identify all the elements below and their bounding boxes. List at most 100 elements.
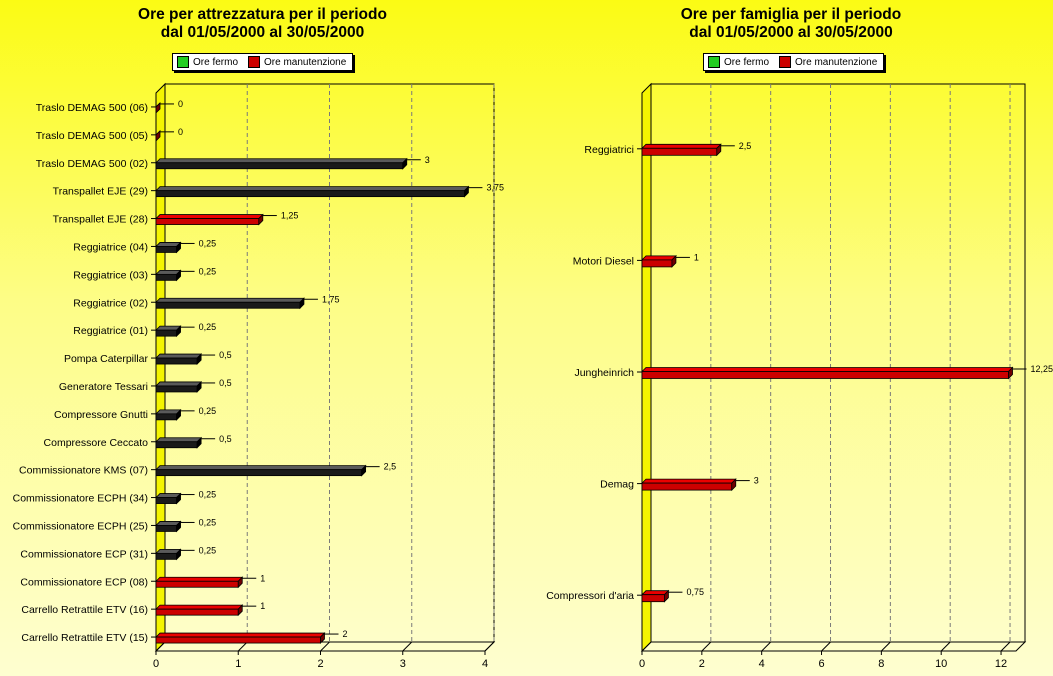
bar <box>155 385 198 393</box>
bar-end <box>176 548 181 561</box>
x-tick-label: 0 <box>153 658 159 670</box>
bar <box>641 594 665 603</box>
chart-ore-per-attrezzatura: Ore per attrezzatura per il periodo dal … <box>0 0 526 676</box>
data-label: 3,75 <box>486 183 504 193</box>
y-tick-label: Transpallet EJE (28) <box>53 214 148 226</box>
bar <box>155 413 177 421</box>
bar-top <box>641 143 722 149</box>
chart-floor-gridline <box>484 641 495 652</box>
bar-end <box>176 241 181 254</box>
bar-top <box>155 214 264 219</box>
data-label: 0,75 <box>686 587 704 597</box>
bar-top <box>155 632 326 638</box>
bar-end <box>258 213 264 226</box>
y-tick-label: Commissionatore ECPH (25) <box>13 520 148 532</box>
data-label: 1,25 <box>281 211 299 221</box>
y-tick-label: Pompa Caterpillar <box>64 353 149 365</box>
y-tick-label: Carrello Retrattile ETV (15) <box>21 632 148 644</box>
bar <box>155 301 301 309</box>
data-label: 0,25 <box>199 238 217 248</box>
bar-top <box>155 465 367 471</box>
data-label: 1 <box>260 573 265 583</box>
bar <box>641 371 1009 379</box>
y-tick-label: Compressore Ceccato <box>44 437 149 449</box>
legend-label: Ore manutenzione <box>795 56 878 68</box>
bar <box>155 357 198 365</box>
y-tick-label: Reggiatrice (04) <box>73 241 148 253</box>
data-label: 1 <box>694 252 699 262</box>
y-tick-label: Jungheinrich <box>574 367 634 379</box>
data-label: 0,25 <box>199 322 217 332</box>
chart-title: Ore per attrezzatura per il periodo dal … <box>40 6 485 42</box>
bar <box>155 525 177 532</box>
bar <box>155 246 177 253</box>
bar-end <box>196 436 202 449</box>
bar <box>155 218 260 225</box>
bar-top <box>155 381 203 387</box>
legend-swatch-red <box>248 56 261 68</box>
data-label: 0,5 <box>219 350 232 360</box>
bar-end <box>196 353 202 366</box>
y-tick-label: Reggiatrice (03) <box>73 269 148 281</box>
bar-end <box>402 157 408 170</box>
y-tick-label: Compressore Gnutti <box>54 409 148 421</box>
data-label: 0,25 <box>199 490 217 500</box>
bar-top <box>155 576 244 582</box>
bar-top <box>155 437 203 443</box>
bar-top <box>641 478 737 484</box>
chart-legend: Ore fermo Ore manutenzione <box>172 53 354 71</box>
x-tick-label: 2 <box>699 658 705 670</box>
bar <box>155 636 321 644</box>
data-label: 2 <box>343 629 348 639</box>
legend-item-ore-manutenzione: Ore manutenzione <box>779 56 877 68</box>
y-tick-label: Reggiatrice (01) <box>73 325 148 337</box>
x-tick-label: 10 <box>935 658 947 670</box>
data-label: 1,75 <box>322 294 340 304</box>
bar-top <box>155 353 203 359</box>
bar-end <box>716 143 722 157</box>
data-label: 1 <box>260 601 265 611</box>
data-label: 2,5 <box>384 462 397 472</box>
legend-item-ore-manutenzione: Ore manutenzione <box>248 56 346 68</box>
x-tick-label: 2 <box>317 658 323 670</box>
bar-end <box>176 408 181 421</box>
chart-floor-gridline <box>320 641 330 652</box>
y-tick-label: Commissionatore ECP (31) <box>20 548 148 560</box>
data-label: 0,25 <box>199 517 217 527</box>
bar-end <box>671 254 677 268</box>
chart-floor-gridline <box>402 641 413 652</box>
x-tick-label: 0 <box>639 658 645 670</box>
data-label: 3 <box>754 476 759 486</box>
chart-floor-gridline <box>940 641 951 652</box>
legend-swatch-green <box>708 56 720 68</box>
x-tick-label: 6 <box>818 658 824 670</box>
chart-floor-gridline <box>1000 641 1011 652</box>
bar-end <box>237 604 243 617</box>
data-label: 0 <box>178 99 183 109</box>
y-tick-label: Commissionatore KMS (07) <box>19 465 148 477</box>
y-tick-label: Generatore Tessari <box>59 381 148 393</box>
bar-end <box>196 380 202 393</box>
bar-end <box>664 589 669 603</box>
data-label: 12,25 <box>1031 364 1053 374</box>
y-tick-label: Commissionatore ECP (08) <box>20 576 148 588</box>
bar <box>155 441 198 449</box>
bar-end <box>176 325 181 338</box>
x-tick-label: 1 <box>235 658 241 670</box>
legend-label: Ore fermo <box>193 56 239 68</box>
bar <box>155 329 177 337</box>
bar-top <box>155 604 244 610</box>
legend-item-ore-fermo: Ore fermo <box>708 56 769 68</box>
chart-plot-area: 0 1 2 3 4 Traslo DEMAG 500 (06) 0 Traslo DEMAG … <box>13 82 504 670</box>
bar-end <box>1008 366 1013 380</box>
bar-top <box>641 590 670 596</box>
y-tick-label: Demag <box>600 479 634 491</box>
legend-label: Ore manutenzione <box>264 56 347 68</box>
legend-label: Ore fermo <box>724 56 770 68</box>
legend-item-ore-fermo: Ore fermo <box>177 56 238 68</box>
y-tick-label: Commissionatore ECPH (34) <box>13 493 148 505</box>
bar-top <box>155 297 305 303</box>
data-label: 0,25 <box>199 406 217 416</box>
chart-floor <box>640 641 1027 652</box>
data-label: 2,5 <box>739 141 752 151</box>
